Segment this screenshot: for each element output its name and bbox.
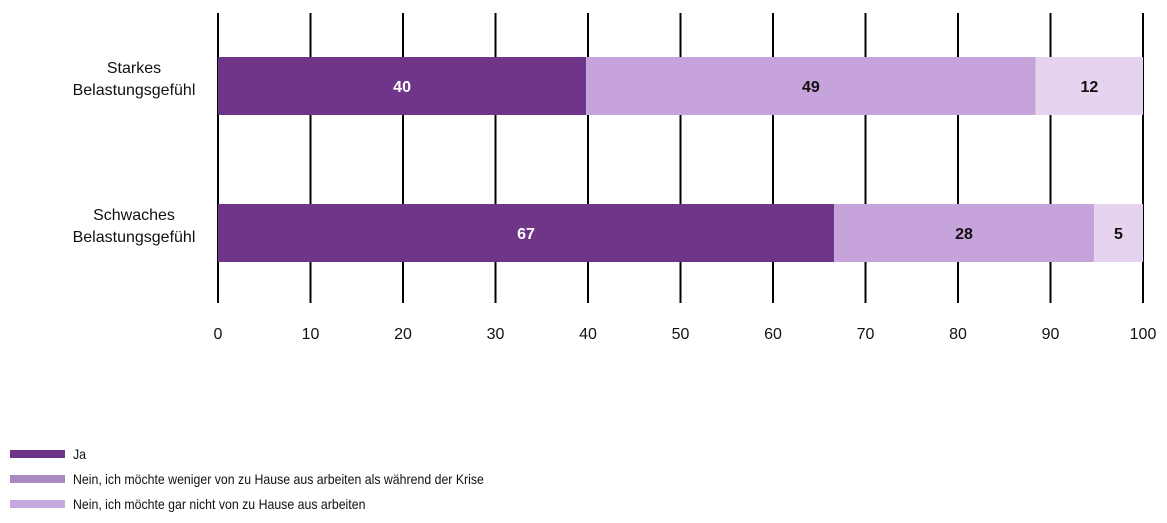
tick-label: 60 xyxy=(764,326,782,343)
legend-label: Nein, ich möchte gar nicht von zu Hause … xyxy=(73,495,366,512)
legend-item-gar-nicht: Nein, ich möchte gar nicht von zu Hause … xyxy=(10,491,540,516)
legend-swatch xyxy=(10,499,65,508)
bar-segment xyxy=(1035,57,1143,115)
tick-label: 70 xyxy=(857,326,875,343)
data-label: 49 xyxy=(802,79,820,96)
bar-segment xyxy=(834,204,1094,262)
data-label: 12 xyxy=(1080,79,1098,96)
legend-label: Ja xyxy=(73,445,87,462)
legend-item-weniger: Nein, ich möchte weniger von zu Hause au… xyxy=(10,466,540,491)
category-label-line: Starkes xyxy=(107,60,161,77)
tick-label: 20 xyxy=(394,326,412,343)
bar-segment xyxy=(586,57,1036,115)
data-label: 40 xyxy=(393,79,411,96)
category-label: Starkes Belastungsgefühl xyxy=(73,60,196,99)
legend: Ja Nein, ich möchte weniger von zu Hause… xyxy=(10,441,540,516)
tick-label: 30 xyxy=(487,326,505,343)
category-label-line: Belastungsgefühl xyxy=(73,82,196,99)
tick-label: 100 xyxy=(1130,326,1157,343)
bar-segment xyxy=(218,204,835,262)
tick-label: 80 xyxy=(949,326,967,343)
stacked-bar-chart: 40 49 12 Starkes Belastungsgefühl 67 28 5 Schwac… xyxy=(73,13,1157,343)
legend-swatch xyxy=(10,449,65,458)
legend-label: Nein, ich möchte weniger von zu Hause au… xyxy=(73,470,484,487)
category-label-line: Schwaches xyxy=(93,207,175,224)
data-label: 28 xyxy=(955,226,973,243)
tick-label: 10 xyxy=(302,326,320,343)
tick-label: 0 xyxy=(214,326,223,343)
data-label: 5 xyxy=(1114,226,1123,243)
legend-item-ja: Ja xyxy=(10,441,540,466)
tick-label: 40 xyxy=(579,326,597,343)
bar-segment xyxy=(1093,204,1143,262)
category-label-line: Belastungsgefühl xyxy=(73,229,196,246)
legend-swatch xyxy=(10,474,65,483)
data-label: 67 xyxy=(517,226,535,243)
tick-label: 50 xyxy=(672,326,690,343)
category-label: Schwaches Belastungsgefühl xyxy=(73,207,196,246)
tick-label: 90 xyxy=(1042,326,1060,343)
bar-segment xyxy=(218,57,587,115)
